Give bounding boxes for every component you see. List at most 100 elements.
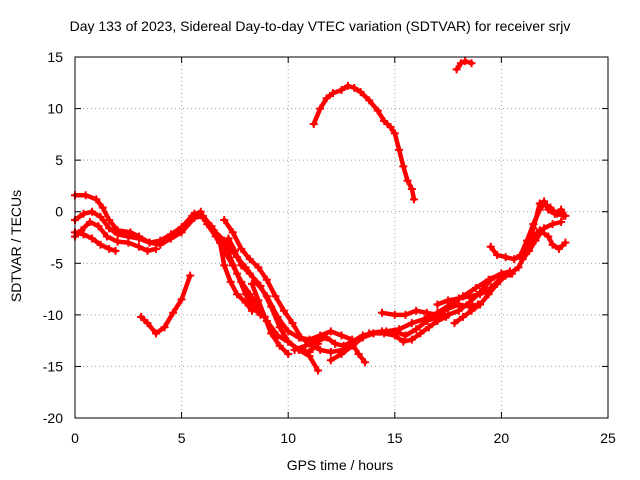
data-point — [284, 350, 293, 359]
y-tick-label: 15 — [47, 49, 63, 65]
data-point — [360, 358, 369, 367]
data-point — [81, 191, 90, 200]
data-point — [145, 238, 154, 247]
data-point — [92, 195, 101, 204]
data-point — [233, 290, 242, 299]
data-point — [561, 238, 570, 247]
x-tick-label: 10 — [280, 430, 296, 446]
data-point — [326, 347, 335, 356]
data-point — [531, 236, 540, 245]
data-point — [328, 89, 337, 98]
data-point — [422, 308, 431, 317]
data-point — [256, 281, 265, 290]
data-point — [550, 209, 559, 218]
data-point — [407, 185, 416, 194]
series-line — [72, 192, 204, 245]
data-point — [166, 234, 175, 243]
series-line — [72, 219, 159, 254]
data-point — [544, 205, 553, 214]
data-series — [71, 57, 570, 375]
y-tick-label: 5 — [55, 152, 63, 168]
data-point — [237, 261, 246, 270]
data-point — [548, 220, 557, 229]
x-tick-label: 15 — [387, 430, 403, 446]
data-point — [316, 104, 325, 113]
x-tick-label: 20 — [494, 430, 510, 446]
data-point — [267, 302, 276, 311]
data-point — [79, 209, 88, 218]
data-point — [331, 339, 340, 348]
data-point — [186, 271, 195, 280]
data-point — [96, 212, 105, 221]
series-s6 — [190, 209, 357, 344]
data-point — [79, 230, 88, 239]
series-line — [311, 83, 417, 202]
data-point — [260, 312, 269, 321]
series-s8 — [224, 234, 323, 375]
data-point — [309, 120, 318, 129]
data-point — [416, 329, 425, 338]
data-point — [211, 232, 220, 241]
data-point — [220, 261, 229, 270]
data-point — [493, 251, 502, 260]
data-point — [124, 238, 133, 247]
data-point — [544, 232, 553, 241]
data-point — [152, 244, 161, 253]
data-point — [399, 162, 408, 171]
data-point — [386, 123, 395, 132]
series-s23 — [505, 197, 570, 278]
data-point — [284, 337, 293, 346]
data-point — [535, 199, 544, 208]
data-point — [94, 222, 103, 231]
data-point — [77, 226, 86, 235]
data-point — [241, 298, 250, 307]
data-point — [484, 290, 493, 299]
data-point — [420, 314, 429, 323]
data-point — [228, 261, 237, 270]
data-point — [111, 246, 120, 255]
data-point — [85, 218, 94, 227]
data-point — [177, 295, 186, 304]
data-point — [98, 203, 107, 212]
data-point — [493, 279, 502, 288]
data-point — [465, 302, 474, 311]
data-point — [356, 88, 365, 97]
series-s19 — [452, 57, 476, 74]
data-point — [326, 327, 335, 336]
x-tick-label: 5 — [178, 430, 186, 446]
data-point — [369, 329, 378, 338]
data-point — [348, 339, 357, 348]
data-point — [433, 310, 442, 319]
data-point — [433, 300, 442, 309]
data-point — [486, 242, 495, 251]
data-point — [465, 292, 474, 301]
data-point — [137, 312, 146, 321]
data-point — [143, 319, 152, 328]
data-point — [444, 296, 453, 305]
data-point — [245, 255, 254, 264]
data-point — [467, 306, 476, 315]
data-point — [290, 345, 299, 354]
data-point — [177, 228, 186, 237]
y-tick-label: -10 — [43, 307, 63, 323]
data-point — [169, 308, 178, 317]
series-line — [249, 281, 291, 357]
data-point — [134, 242, 143, 251]
data-point — [407, 335, 416, 344]
data-point — [96, 240, 105, 249]
data-point — [403, 176, 412, 185]
data-point — [471, 284, 480, 293]
data-point — [540, 197, 549, 206]
data-point — [105, 215, 114, 224]
data-point — [326, 356, 335, 365]
data-point — [401, 310, 410, 319]
series-line — [192, 211, 355, 342]
data-point — [450, 319, 459, 328]
data-point — [152, 329, 161, 338]
data-point — [220, 215, 229, 224]
x-tick-label: 0 — [71, 430, 79, 446]
data-point — [105, 244, 114, 253]
data-point — [501, 253, 510, 262]
data-point — [113, 230, 122, 239]
series-s4 — [71, 218, 161, 255]
